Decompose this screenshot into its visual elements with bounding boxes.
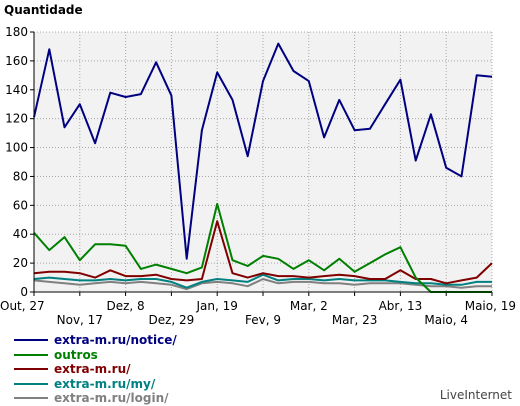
legend-label: extra-m.ru/notice/ [54, 333, 177, 347]
legend-swatch [14, 397, 48, 399]
y-tick-label: 80 [13, 169, 28, 183]
y-tick-label: 140 [5, 83, 28, 97]
x-tick-label: Nov, 17 [57, 313, 103, 327]
legend-swatch [14, 339, 48, 341]
series-line [33, 273, 492, 289]
y-tick-label: 20 [13, 256, 28, 270]
x-tick-label: Fev, 9 [245, 313, 281, 327]
credit-label: LiveInternet [439, 388, 512, 402]
x-tick-label: Dez, 8 [107, 299, 145, 313]
x-tick-label: Dez, 29 [148, 313, 194, 327]
legend-label: extra-m.ru/my/ [54, 376, 156, 391]
legend-item: extra-m.ru/my/ [14, 377, 314, 391]
x-tick-label: Jan, 19 [195, 299, 237, 313]
y-tick-label: 100 [5, 141, 28, 155]
x-tick-label: Mar, 2 [290, 299, 328, 313]
series-line [33, 202, 492, 293]
series-line [33, 42, 493, 260]
y-axis-title: Quantidade [4, 3, 83, 17]
y-tick-label: 160 [5, 54, 28, 68]
legend-item: extra-m.ru/ [14, 362, 314, 376]
series-lines [33, 42, 493, 293]
legend-label: outros [54, 347, 98, 362]
legend-label: extra-m.ru/ [54, 362, 131, 376]
y-tick-label: 40 [13, 227, 28, 241]
y-tick-label: 120 [5, 112, 28, 126]
legend-swatch [14, 353, 48, 356]
series-line [33, 220, 493, 285]
series-line [33, 278, 492, 291]
legend: extra-m.ru/notice/ outros extra-m.ru/ ex… [14, 333, 314, 406]
x-tick-label: Abr, 13 [379, 299, 423, 313]
grid [34, 31, 493, 292]
x-tick-label: Maio, 4 [424, 313, 468, 327]
x-tick-label: Out, 27 [0, 299, 45, 313]
legend-item: outros [14, 348, 314, 362]
y-axis: 0 20 40 60 80 100 120 140 160 180 [5, 25, 34, 299]
legend-item: extra-m.ru/notice/ [14, 333, 314, 347]
y-tick-label: 0 [20, 285, 28, 299]
y-tick-label: 180 [5, 25, 28, 39]
x-tick-label: Mar, 23 [332, 313, 378, 327]
legend-swatch [14, 368, 48, 370]
legend-item: extra-m.ru/login/ [14, 391, 314, 405]
legend-label: extra-m.ru/login/ [54, 391, 169, 405]
legend-swatch [14, 382, 48, 385]
x-tick-label: Maio, 19 [465, 299, 516, 313]
y-tick-label: 60 [13, 198, 28, 212]
